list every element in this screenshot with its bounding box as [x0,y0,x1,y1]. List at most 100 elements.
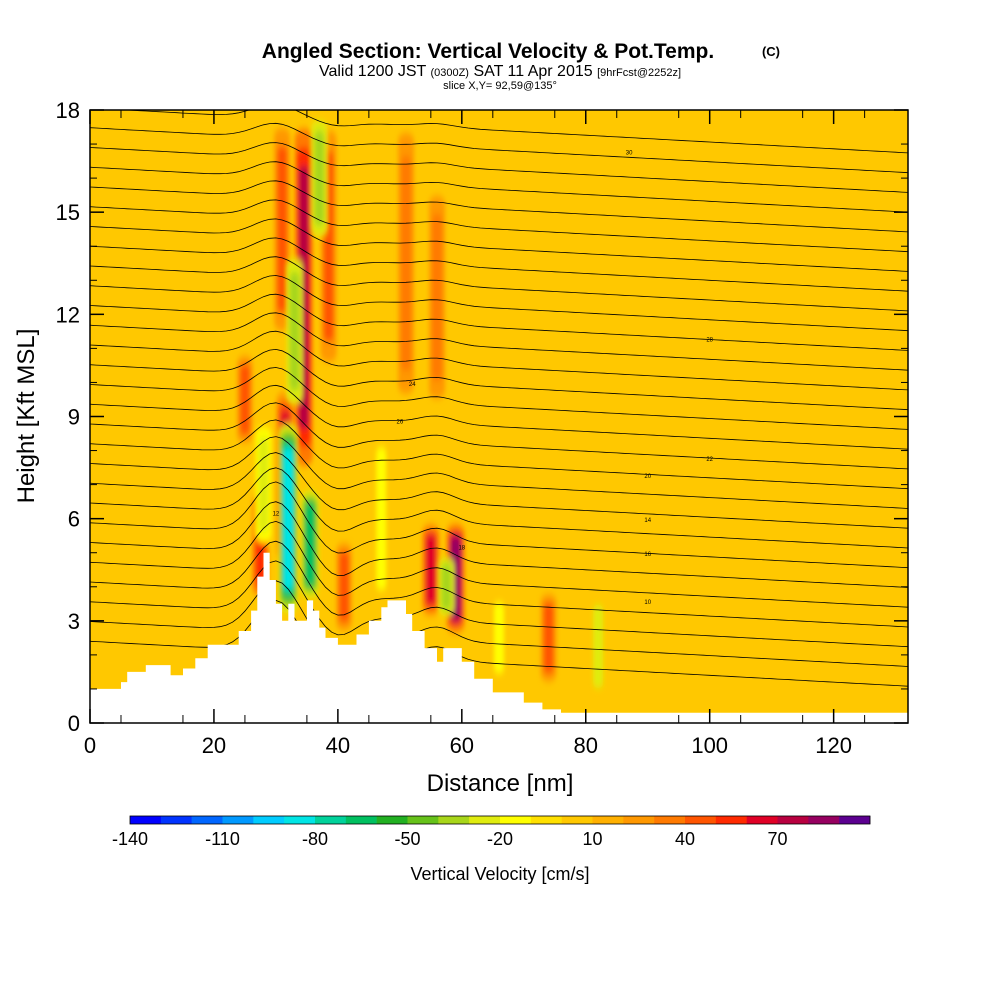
velocity-cell [305,502,315,586]
colorbar-swatch [253,816,285,824]
colorbar-swatch [654,816,686,824]
subtitle-forecast: [9hrFcst@2252z] [597,67,681,79]
velocity-cell [401,155,411,371]
y-tick-label: 9 [68,405,80,430]
colorbar-swatch [685,816,717,824]
isentrope-line [90,501,908,588]
velocity-cell [432,213,442,381]
velocity-cell [277,145,288,313]
isentrope-contours [90,110,908,687]
colorbar-swatch [777,816,809,824]
terrain [90,552,908,723]
isentrope-label: 14 [644,518,651,524]
isentrope-label: 10 [644,600,651,606]
colorbar-tick-label: -50 [394,829,420,849]
y-axis-label: Height [Kft MSL] [13,329,40,504]
isentrope-line [90,436,908,509]
isentrope-line [90,161,908,213]
isentrope-line [90,256,908,312]
isentrope-line [90,467,908,549]
x-tick-label: 0 [84,733,96,758]
isentrope-label: 28 [706,338,713,344]
isentrope-line [90,540,908,628]
colorbar-swatch [130,816,162,824]
isentrope-line [90,367,908,430]
x-axis-ticks: 0 20 40 60 80 100 120 [84,110,866,758]
velocity-cell [543,602,554,674]
slice-label: slice X,Y= 92,59@135° [443,80,557,92]
y-tick-label: 15 [56,200,80,225]
velocity-cell [425,533,436,606]
x-tick-label: 60 [450,733,474,758]
isentrope-label: 30 [626,150,633,156]
subtitle-utc: (0300Z) [430,67,469,79]
isentrope-line [90,330,908,391]
chart-subtitle: Valid 1200 JST (0300Z) SAT 11 Apr 2015 [… [319,63,681,80]
x-tick-label: 80 [574,733,598,758]
colorbar-tick-label: 40 [675,829,695,849]
isentrope-line [90,293,908,351]
colorbar-swatch [715,816,747,824]
velocity-cell [376,447,387,591]
isentrope-line [90,142,908,193]
colorbar-tick-label: -80 [302,829,328,849]
y-axis-ticks: 0 3 6 9 12 15 18 [56,98,908,736]
isentrope-line [90,419,908,490]
isentrope-label: 18 [458,545,465,551]
velocity-cell [314,130,325,226]
isentrope-line [119,110,908,154]
colorbar-swatch [345,816,377,824]
colorbar-swatch [438,816,470,824]
isentrope-label: 12 [273,511,280,517]
colorbar-label: Vertical Velocity [cm/s] [410,864,589,884]
colorbar-swatch [191,816,223,824]
colorbar-tick-label: -20 [487,829,513,849]
x-tick-label: 40 [326,733,350,758]
isentrope-line [90,312,908,371]
isentrope-line [90,580,908,667]
isentrope-line [90,520,908,608]
plot-area: 10 14 16 18 20 22 24 26 28 30 12 [90,110,908,723]
colorbar-swatch [592,816,624,824]
isentrope-label: 22 [706,457,713,463]
colorbar-swatch [160,816,192,824]
colorbar-swatch [376,816,408,824]
colorbar-swatch [746,816,778,824]
subtitle-valid: Valid 1200 JST [319,63,427,80]
colorbar-swatch [315,816,347,824]
y-tick-label: 12 [56,302,80,327]
chart-title: Angled Section: Vertical Velocity & Pot.… [262,40,714,63]
colorbar-swatch [469,816,501,824]
colorbar-swatch [530,816,562,824]
isentrope-line [90,275,908,332]
x-axis-label: Distance [nm] [427,770,574,797]
isentrope-label: 26 [397,419,404,425]
isentrope-line [90,122,908,174]
isentrope-line [90,384,908,450]
isentrope-line [90,452,908,529]
isentrope-line [90,218,908,272]
y-tick-label: 6 [68,507,80,532]
isentrope-line [90,348,908,411]
velocity-cell [441,562,452,611]
velocity-cell [289,271,300,391]
isentrope-label: 24 [409,382,416,388]
velocity-cell [494,602,504,674]
colorbar-swatch [808,816,840,824]
colorbar-tick-label: -140 [112,829,148,849]
colorbar-swatch [561,816,593,824]
y-tick-label: 3 [68,609,80,634]
x-tick-label: 100 [691,733,728,758]
isentrope-line [90,481,908,569]
velocity-cell [283,447,294,591]
colorbar-swatch [407,816,439,824]
x-tick-label: 20 [202,733,226,758]
isentrope-label: 16 [644,552,651,558]
subtitle-date: SAT 11 Apr 2015 [473,63,592,80]
colorbar-swatch [839,816,871,824]
colorbar-ticks: -140 -110 -80 -50 -20 10 40 70 [112,829,788,849]
y-tick-label: 0 [68,711,80,736]
velocity-cell [593,604,604,689]
colorbar-tick-label: 70 [767,829,787,849]
